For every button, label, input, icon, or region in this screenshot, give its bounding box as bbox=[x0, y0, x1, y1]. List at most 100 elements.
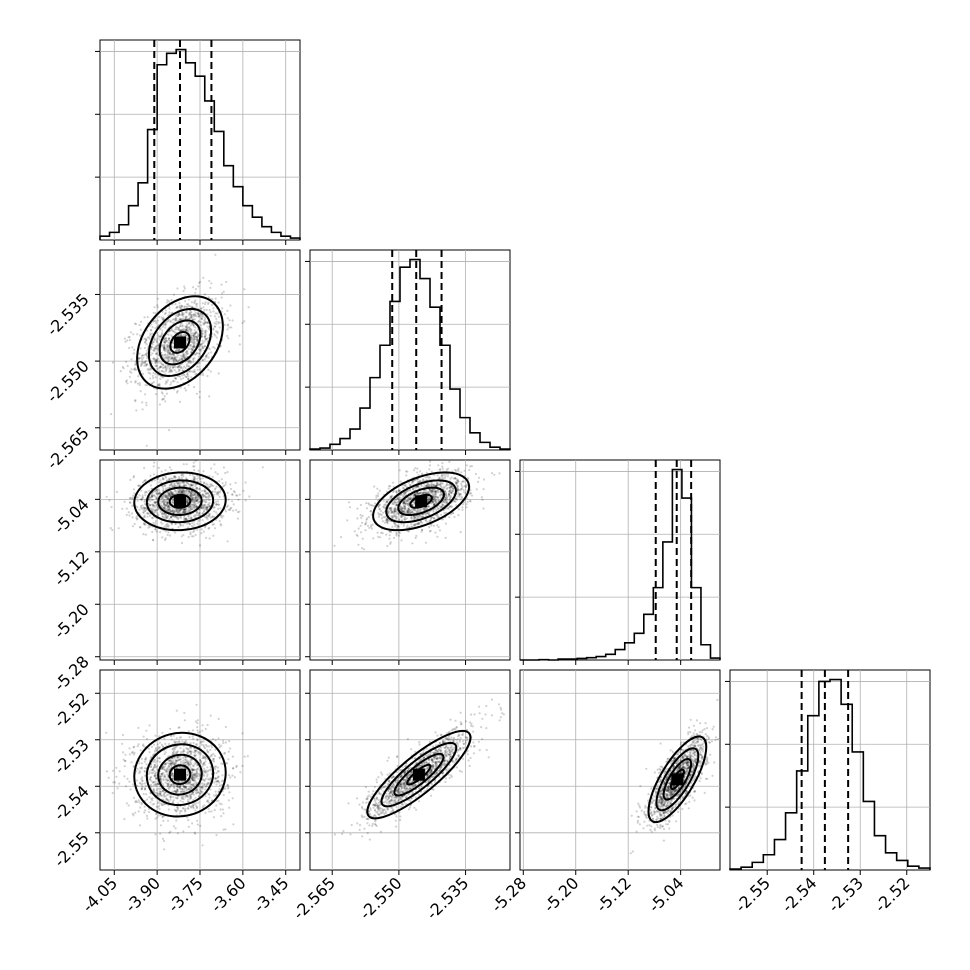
sample-point bbox=[199, 824, 202, 828]
sample-point bbox=[180, 481, 183, 484]
sample-point bbox=[218, 495, 221, 498]
sample-point bbox=[180, 305, 183, 309]
sample-point bbox=[232, 503, 235, 506]
sample-point bbox=[159, 366, 162, 369]
sample-point bbox=[169, 353, 172, 356]
sample-point bbox=[184, 305, 187, 308]
sample-point bbox=[195, 511, 198, 514]
sample-point bbox=[380, 510, 383, 513]
sample-point bbox=[187, 305, 190, 308]
sample-point bbox=[163, 343, 166, 346]
sample-point bbox=[445, 487, 448, 491]
sample-point bbox=[161, 515, 164, 518]
sample-point bbox=[197, 512, 200, 515]
sample-point bbox=[221, 774, 224, 777]
sample-point bbox=[151, 352, 154, 355]
sample-point bbox=[119, 370, 122, 373]
sample-point bbox=[443, 485, 446, 488]
sample-point bbox=[227, 758, 230, 761]
sample-point bbox=[226, 334, 229, 338]
sample-point bbox=[174, 319, 177, 322]
sample-point bbox=[369, 510, 372, 513]
sample-point bbox=[151, 382, 154, 385]
sample-point bbox=[166, 351, 170, 354]
sample-point bbox=[204, 318, 207, 321]
sample-point bbox=[148, 489, 151, 492]
sample-point bbox=[155, 496, 158, 499]
sample-point bbox=[204, 496, 207, 499]
sample-point bbox=[164, 322, 167, 325]
sample-point bbox=[241, 321, 244, 325]
sample-point bbox=[204, 811, 207, 814]
sample-point bbox=[195, 513, 198, 517]
sample-point bbox=[183, 809, 186, 812]
sample-point bbox=[167, 349, 170, 353]
sample-point bbox=[143, 466, 146, 470]
sample-point bbox=[124, 785, 128, 788]
sample-point bbox=[213, 347, 216, 350]
sample-point bbox=[187, 303, 190, 306]
sample-point bbox=[146, 363, 149, 366]
sample-point bbox=[440, 513, 443, 516]
sample-point bbox=[185, 326, 188, 329]
scatter-panel-2-1 bbox=[305, 459, 511, 665]
sample-point bbox=[158, 489, 161, 492]
sample-point bbox=[209, 311, 212, 314]
sample-point bbox=[151, 507, 154, 510]
sample-point bbox=[206, 518, 209, 521]
sample-point bbox=[173, 356, 176, 359]
sample-point bbox=[438, 468, 441, 471]
sample-point bbox=[175, 349, 178, 353]
sample-point bbox=[189, 305, 192, 308]
sample-point bbox=[170, 368, 173, 371]
sample-point bbox=[166, 366, 169, 369]
sample-point bbox=[179, 329, 182, 332]
sample-point bbox=[154, 527, 157, 531]
sample-point bbox=[447, 507, 450, 510]
sample-point bbox=[181, 358, 184, 361]
sample-point bbox=[176, 365, 179, 369]
sample-point bbox=[167, 337, 171, 340]
sample-point bbox=[176, 381, 179, 384]
sample-point bbox=[168, 352, 171, 355]
sample-point bbox=[200, 335, 204, 338]
sample-point bbox=[183, 387, 186, 390]
sample-point bbox=[145, 444, 148, 447]
sample-point bbox=[214, 325, 217, 328]
sample-point bbox=[426, 512, 429, 515]
sample-point bbox=[189, 345, 192, 348]
y-tick-label: -5.28 bbox=[50, 652, 93, 695]
sample-point bbox=[197, 311, 200, 314]
sample-point bbox=[450, 505, 453, 509]
sample-point bbox=[460, 471, 463, 474]
sample-point bbox=[190, 313, 193, 316]
sample-point bbox=[155, 393, 158, 396]
histogram-grid: -2.55 -2.54 -2.53 -2.52 bbox=[725, 670, 930, 916]
sample-point bbox=[181, 328, 184, 332]
sample-point bbox=[158, 338, 161, 341]
sample-point bbox=[204, 337, 207, 340]
sample-point bbox=[228, 740, 231, 743]
sample-point bbox=[187, 330, 190, 333]
sample-point bbox=[181, 740, 184, 743]
sample-point bbox=[111, 528, 114, 532]
sample-point bbox=[208, 501, 211, 504]
sample-point bbox=[216, 330, 219, 333]
sample-point bbox=[141, 496, 145, 499]
sample-point bbox=[193, 312, 196, 315]
sample-point bbox=[203, 345, 206, 348]
sample-point bbox=[454, 468, 457, 471]
sample-point bbox=[448, 486, 451, 489]
sample-point bbox=[150, 347, 153, 351]
sample-point bbox=[407, 530, 410, 533]
sample-point bbox=[204, 333, 207, 336]
sample-point bbox=[482, 488, 485, 491]
sample-point bbox=[190, 305, 193, 309]
sample-point bbox=[410, 511, 413, 514]
sample-point bbox=[217, 775, 220, 779]
sample-point bbox=[164, 337, 168, 340]
y-tick-label: -5.20 bbox=[50, 600, 93, 643]
sample-point bbox=[160, 333, 163, 336]
sample-point bbox=[191, 340, 194, 343]
scatter-panel-2-0: -5.28-5.20-5.12-5.04 bbox=[50, 459, 301, 695]
